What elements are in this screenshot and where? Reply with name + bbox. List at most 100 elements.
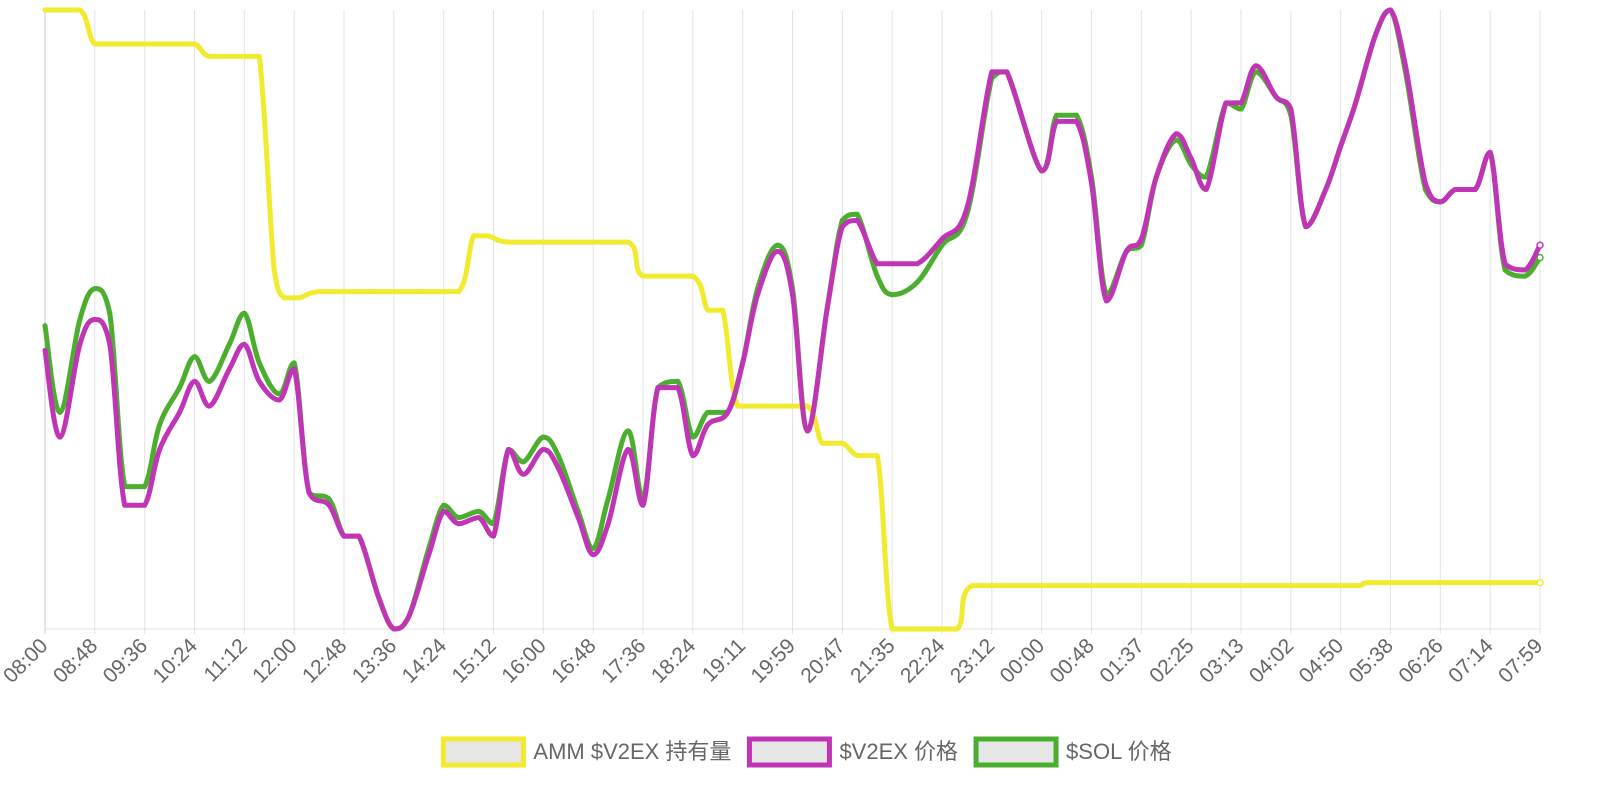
data-point [575, 515, 581, 521]
data-point [775, 248, 781, 254]
grid-layer [44, 10, 1541, 634]
legend-swatch [973, 736, 1059, 768]
data-point [157, 422, 163, 428]
data-point [291, 366, 297, 372]
data-point [316, 289, 322, 295]
data-point [705, 422, 711, 428]
x-tick-label: 06:26 [1394, 634, 1447, 687]
x-tick-label: 09:36 [99, 634, 152, 687]
data-point [42, 347, 48, 353]
data-point [256, 378, 262, 384]
data-point [1253, 63, 1259, 69]
data-point [520, 459, 526, 465]
data-point [226, 341, 232, 347]
data-point [1373, 32, 1379, 38]
x-tick-label: 18:24 [647, 634, 701, 688]
data-point [914, 626, 920, 632]
data-point [1039, 583, 1045, 589]
data-point [476, 508, 482, 514]
data-point [77, 7, 83, 13]
data-point [675, 385, 681, 391]
data-point [92, 41, 98, 47]
data-point [540, 434, 546, 440]
data-point [57, 409, 63, 415]
data-point [640, 273, 646, 279]
data-point [854, 453, 860, 459]
data-point [192, 41, 197, 47]
x-tick-label: 12:00 [248, 634, 301, 687]
data-point-end [1536, 578, 1544, 587]
data-point [107, 310, 113, 316]
data-point [839, 217, 845, 223]
data-point [192, 378, 197, 384]
data-point [755, 292, 761, 298]
data-point [1039, 168, 1045, 174]
data-point [705, 409, 711, 415]
data-point [520, 471, 526, 477]
data-point [1388, 7, 1393, 13]
data-point [256, 53, 262, 59]
data-point [804, 403, 810, 409]
data-point [441, 508, 447, 514]
data-point [1522, 267, 1528, 273]
data-point [1089, 180, 1094, 186]
data-point [426, 552, 432, 558]
legend-label: AMM $V2EX 持有量 [533, 739, 731, 764]
data-point [441, 502, 447, 508]
x-tick-label: 19:11 [698, 634, 750, 686]
data-point [296, 295, 302, 301]
x-tick-label: 01:37 [1095, 634, 1148, 687]
legend-item: $V2EX 价格 [746, 736, 958, 768]
data-point [1054, 112, 1060, 118]
data-point [690, 434, 696, 440]
data-point [177, 409, 183, 415]
data-point [276, 397, 282, 403]
data-point [1437, 199, 1443, 205]
x-tick-label: 02:25 [1145, 634, 1198, 687]
data-point [471, 233, 477, 239]
data-point [117, 41, 123, 47]
data-point [1422, 180, 1428, 186]
data-point [1238, 106, 1244, 112]
data-point [874, 453, 880, 459]
x-axis-ticks: 08:0008:4809:3610:2411:1212:0012:4813:36… [0, 634, 1547, 688]
data-point [206, 53, 212, 59]
data-point [625, 239, 631, 245]
data-point [122, 502, 128, 508]
data-point [1303, 224, 1309, 230]
data-point [889, 292, 895, 298]
data-point [819, 440, 825, 446]
data-point [256, 360, 262, 366]
data-point [306, 490, 312, 496]
data-point [1074, 112, 1080, 118]
data-point [456, 515, 462, 521]
data-point [725, 409, 731, 415]
data-point [281, 295, 287, 301]
data-point [625, 428, 631, 434]
data-point [206, 403, 212, 409]
data-point [42, 7, 48, 13]
data-point [590, 552, 596, 558]
data-point [655, 385, 661, 391]
data-point [391, 626, 397, 632]
data-point [1437, 580, 1443, 586]
data-point [92, 286, 98, 292]
data-point [142, 484, 148, 490]
data-point [42, 323, 48, 329]
data-point [291, 360, 297, 366]
data-point [1522, 273, 1528, 279]
series-amm-v2ex [42, 7, 1544, 632]
data-point [486, 233, 492, 239]
data-point [157, 446, 163, 452]
data-point [914, 279, 920, 285]
x-tick-label: 00:48 [1046, 634, 1099, 687]
data-point [720, 307, 726, 313]
data-point [839, 440, 845, 446]
x-tick-label: 16:48 [547, 634, 600, 687]
data-point [206, 378, 212, 384]
data-point [1123, 248, 1129, 254]
data-point [1173, 137, 1179, 143]
data-point [1188, 156, 1194, 162]
data-point [1368, 580, 1374, 586]
x-tick-label: 17:36 [597, 634, 650, 687]
